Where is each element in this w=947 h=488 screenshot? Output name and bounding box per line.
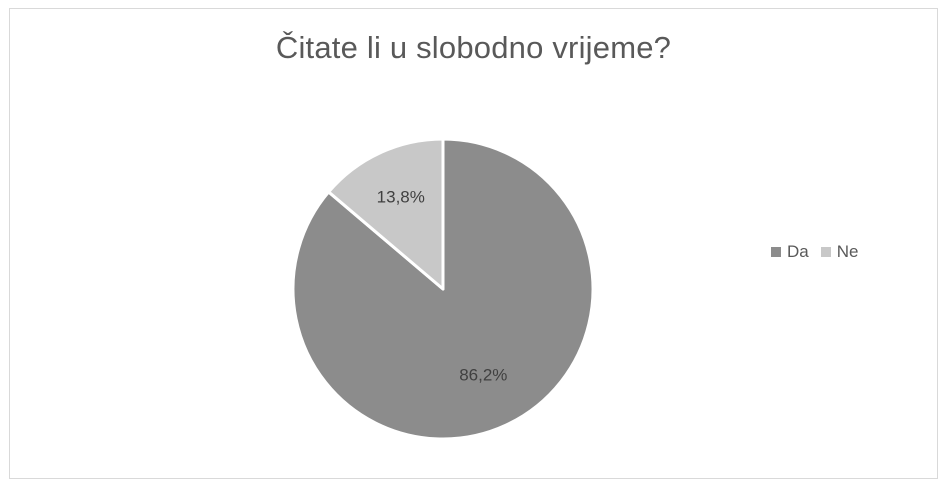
legend-label-da: Da [787, 242, 809, 261]
legend-swatch-ne [820, 247, 831, 257]
data-label-da: 86,2% [459, 366, 507, 385]
chart-title: Čitate li u slobodno vrijeme? [275, 30, 672, 65]
chart-legend: Da Ne [771, 242, 870, 262]
legend-item-da: Da [771, 242, 809, 262]
data-label-ne: 13,8% [377, 187, 425, 206]
pie-data-labels: 86,2% 13,8% [377, 187, 508, 384]
pie-slices [291, 137, 595, 441]
legend-item-ne: Ne [820, 242, 859, 262]
legend-swatch-da [771, 247, 781, 257]
pie-slice-ne [327, 137, 445, 291]
legend-label-ne: Ne [836, 242, 859, 261]
